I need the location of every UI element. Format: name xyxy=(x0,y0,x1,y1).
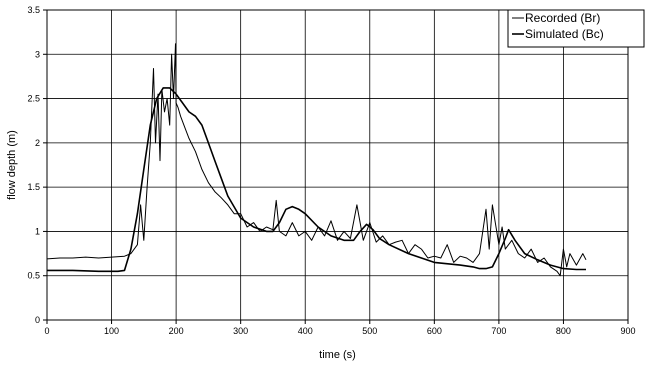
y-tick-label: 2.5 xyxy=(27,94,40,104)
x-tick-label: 0 xyxy=(44,326,49,336)
plot-area-frame xyxy=(46,9,629,321)
x-tick-label: 900 xyxy=(620,326,635,336)
y-tick-label: 2 xyxy=(35,138,40,148)
legend-entry-simulated: Simulated (Bc) xyxy=(525,27,604,41)
x-tick-label: 200 xyxy=(169,326,184,336)
legend: Recorded (Br) Simulated (Bc) xyxy=(507,9,645,48)
y-tick-label: 3.5 xyxy=(27,5,40,15)
y-tick-label: 0.5 xyxy=(27,271,40,281)
x-axis-ticks: 0 100 200 300 400 500 600 700 800 900 xyxy=(44,320,636,336)
series-lines xyxy=(46,43,587,277)
legend-entry-recorded: Recorded (Br) xyxy=(525,11,600,25)
series-line-simulated xyxy=(47,87,586,273)
x-tick-label: 400 xyxy=(298,326,313,336)
x-tick-label: 500 xyxy=(362,326,377,336)
x-tick-label: 100 xyxy=(104,326,119,336)
legend-box xyxy=(507,9,645,48)
y-axis-ticks: 0 0.5 1 1.5 2 2.5 3 3.5 xyxy=(27,5,47,325)
series-line-recorded xyxy=(46,43,587,277)
y-axis-label: flow depth (m) xyxy=(6,130,18,200)
x-axis-label: time (s) xyxy=(319,349,356,361)
x-tick-label: 700 xyxy=(491,326,506,336)
grid xyxy=(47,10,628,320)
y-tick-label: 0 xyxy=(35,315,40,325)
y-tick-label: 3 xyxy=(35,49,40,59)
y-tick-label: 1.5 xyxy=(27,182,40,192)
x-tick-label: 800 xyxy=(556,326,571,336)
x-tick-label: 600 xyxy=(427,326,442,336)
x-tick-label: 300 xyxy=(233,326,248,336)
y-tick-label: 1 xyxy=(35,226,40,236)
